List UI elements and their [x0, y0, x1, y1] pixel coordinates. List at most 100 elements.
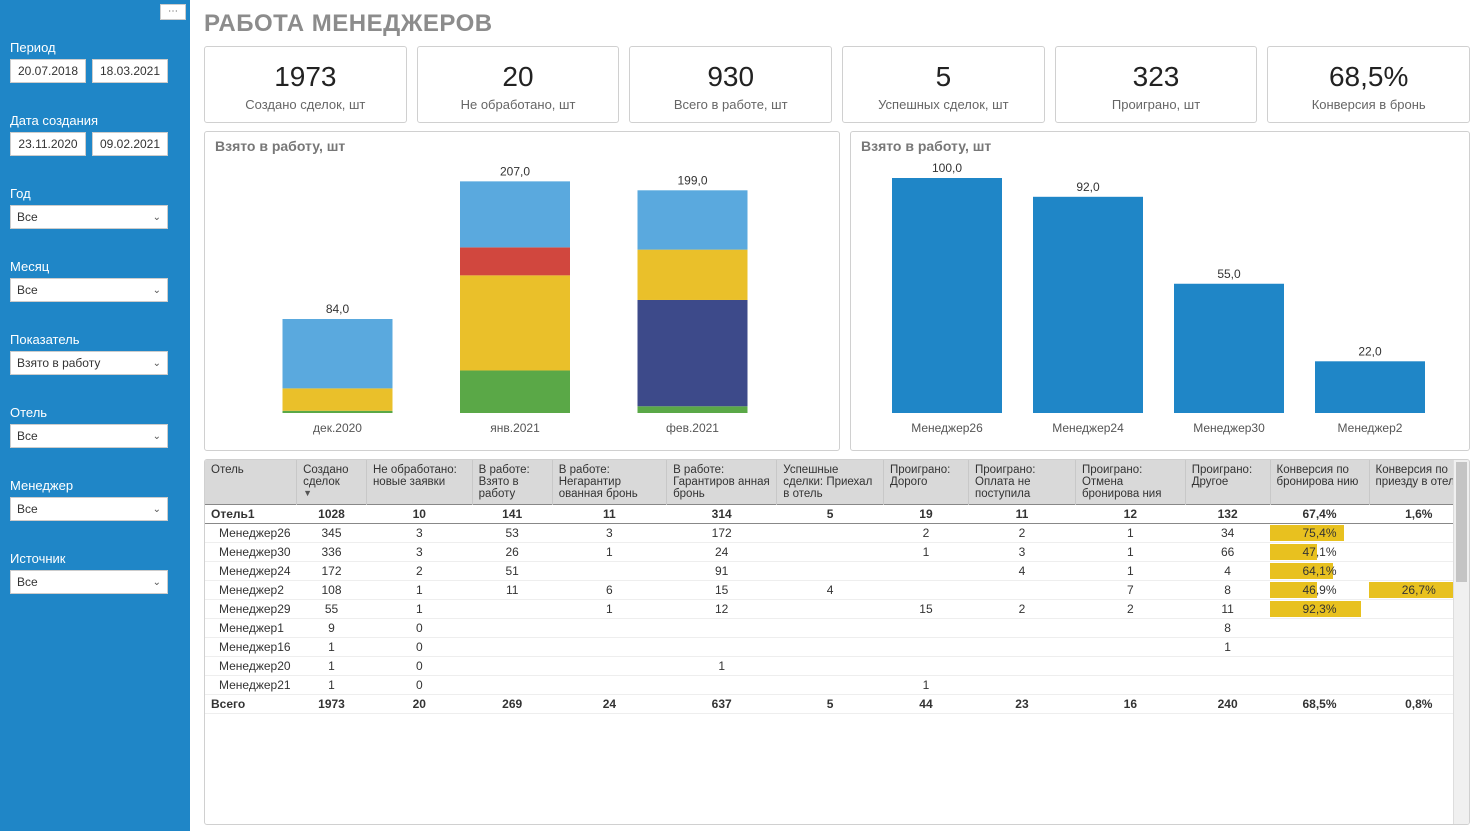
- stacked-bar-segment[interactable]: [638, 250, 748, 300]
- table-cell: 0: [366, 657, 472, 676]
- bar-category-label: Менеджер26: [911, 421, 983, 435]
- table-cell: 1: [552, 600, 666, 619]
- bar-value-label: 92,0: [1076, 180, 1100, 194]
- kpi-card[interactable]: 20Не обработано, шт: [417, 46, 620, 123]
- stacked-bar-segment[interactable]: [638, 190, 748, 249]
- table-header[interactable]: Не обработано: новые заявки: [366, 460, 472, 505]
- filter-created-label: Дата создания: [10, 113, 180, 128]
- table-row[interactable]: Менеджер303363261241316647,1%: [205, 543, 1469, 562]
- sidebar-options-icon[interactable]: ⋯: [160, 4, 186, 20]
- table-cell: 108: [297, 581, 367, 600]
- metric-select[interactable]: Взято в работу ⌄: [10, 351, 168, 375]
- kpi-card[interactable]: 930Всего в работе, шт: [629, 46, 832, 123]
- source-select[interactable]: Все ⌄: [10, 570, 168, 594]
- table-header[interactable]: Создано сделок▼: [297, 460, 367, 505]
- stacked-bar-segment[interactable]: [460, 181, 570, 247]
- table-cell: [777, 676, 884, 695]
- table-header[interactable]: В работе: Взято в работу: [472, 460, 552, 505]
- table-cell: [777, 524, 884, 543]
- table-header[interactable]: Проиграно: Дорого: [883, 460, 968, 505]
- manager-select[interactable]: Все ⌄: [10, 497, 168, 521]
- stacked-bar-segment[interactable]: [638, 406, 748, 413]
- table-header[interactable]: Конверсия по бронирова нию: [1270, 460, 1369, 505]
- table-cell: 15: [667, 581, 777, 600]
- stacked-bar-segment[interactable]: [460, 247, 570, 275]
- stacked-bar-segment[interactable]: [283, 411, 393, 413]
- table-row[interactable]: Менеджер2955111215221192,3%: [205, 600, 1469, 619]
- stacked-bar-segment[interactable]: [460, 370, 570, 413]
- created-from-input[interactable]: 23.11.2020: [10, 132, 86, 156]
- kpi-card[interactable]: 1973Создано сделок, шт: [204, 46, 407, 123]
- table-header[interactable]: Проиграно: Отмена бронирова ния: [1075, 460, 1185, 505]
- table-cell: [777, 657, 884, 676]
- table-cell: 314: [667, 505, 777, 524]
- kpi-value: 68,5%: [1274, 61, 1463, 93]
- period-from-input[interactable]: 20.07.2018: [10, 59, 86, 83]
- table-row[interactable]: Менеджер1908: [205, 619, 1469, 638]
- bar[interactable]: [1315, 361, 1425, 413]
- bar[interactable]: [1174, 284, 1284, 413]
- table-cell: 53: [472, 524, 552, 543]
- table-scroll[interactable]: ОтельСоздано сделок▼Не обработано: новые…: [205, 460, 1469, 824]
- stacked-bar-segment[interactable]: [460, 275, 570, 370]
- table-row[interactable]: Менеджер16101: [205, 638, 1469, 657]
- conversion-cell: 75,4%: [1270, 524, 1369, 543]
- kpi-card[interactable]: 323Проиграно, шт: [1055, 46, 1258, 123]
- table-cell: [472, 638, 552, 657]
- table-row[interactable]: Менеджер210811161547846,9%26,7%: [205, 581, 1469, 600]
- table-header[interactable]: В работе: Гарантиров анная бронь: [667, 460, 777, 505]
- bar[interactable]: [892, 178, 1002, 413]
- table-row[interactable]: Менеджер20101: [205, 657, 1469, 676]
- table-cell: 7: [1075, 581, 1185, 600]
- table-subtotal-row[interactable]: Отель110281014111314519111213267,4%1,6%: [205, 505, 1469, 524]
- scrollbar-thumb[interactable]: [1456, 462, 1467, 582]
- month-select[interactable]: Все ⌄: [10, 278, 168, 302]
- table-cell: [667, 619, 777, 638]
- filter-year: Год Все ⌄: [10, 186, 180, 229]
- table-scrollbar[interactable]: [1453, 460, 1469, 824]
- table-header[interactable]: Успешные сделки: Приехал в отель: [777, 460, 884, 505]
- table-cell: 1973: [297, 695, 367, 714]
- table-cell: 336: [297, 543, 367, 562]
- table-cell: 1: [366, 600, 472, 619]
- table-header[interactable]: В работе: Негарантир ованная бронь: [552, 460, 666, 505]
- bar-chart-body[interactable]: 100,0Менеджер2692,0Менеджер2455,0Менедже…: [861, 158, 1459, 446]
- filter-period: Период 20.07.2018 18.03.2021: [10, 40, 180, 83]
- stacked-bar-segment[interactable]: [638, 300, 748, 406]
- table-grand-total-row: Всего19732026924637544231624068,5%0,8%: [205, 695, 1469, 714]
- table-cell: 4: [969, 562, 1076, 581]
- hotel-select-value: Все: [17, 429, 38, 443]
- table-header-row: ОтельСоздано сделок▼Не обработано: новые…: [205, 460, 1469, 505]
- hotel-select[interactable]: Все ⌄: [10, 424, 168, 448]
- table-row[interactable]: Менеджер241722519141464,1%: [205, 562, 1469, 581]
- stacked-chart-body[interactable]: 84,0дек.2020207,0янв.2021199,0фев.2021: [215, 158, 829, 446]
- created-to-input[interactable]: 09.02.2021: [92, 132, 168, 156]
- table-cell: 637: [667, 695, 777, 714]
- table-cell: Отель1: [205, 505, 297, 524]
- stacked-bar-segment[interactable]: [283, 319, 393, 388]
- table-header[interactable]: Проиграно: Другое: [1185, 460, 1270, 505]
- kpi-card[interactable]: 5Успешных сделок, шт: [842, 46, 1045, 123]
- filter-metric: Показатель Взято в работу ⌄: [10, 332, 180, 375]
- chevron-down-icon: ⌄: [153, 577, 161, 588]
- kpi-value: 5: [849, 61, 1038, 93]
- period-to-input[interactable]: 18.03.2021: [92, 59, 168, 83]
- table-cell: 1: [1075, 524, 1185, 543]
- stacked-bar-segment[interactable]: [283, 388, 393, 410]
- table-cell: [1270, 638, 1369, 657]
- bar[interactable]: [1033, 197, 1143, 413]
- chevron-down-icon: ⌄: [153, 285, 161, 296]
- table-header[interactable]: Проиграно: Оплата не поступила: [969, 460, 1076, 505]
- year-select[interactable]: Все ⌄: [10, 205, 168, 229]
- kpi-card[interactable]: 68,5%Конверсия в бронь: [1267, 46, 1470, 123]
- table-row[interactable]: Менеджер21101: [205, 676, 1469, 695]
- table-header[interactable]: Отель: [205, 460, 297, 505]
- filter-hotel: Отель Все ⌄: [10, 405, 180, 448]
- table-cell: 20: [366, 695, 472, 714]
- table-row[interactable]: Менеджер2634535331722213475,4%: [205, 524, 1469, 543]
- table-cell: 2: [1075, 600, 1185, 619]
- filter-year-label: Год: [10, 186, 180, 201]
- table-cell: 12: [667, 600, 777, 619]
- table-cell: [552, 676, 666, 695]
- stacked-chart-title: Взято в работу, шт: [215, 138, 829, 154]
